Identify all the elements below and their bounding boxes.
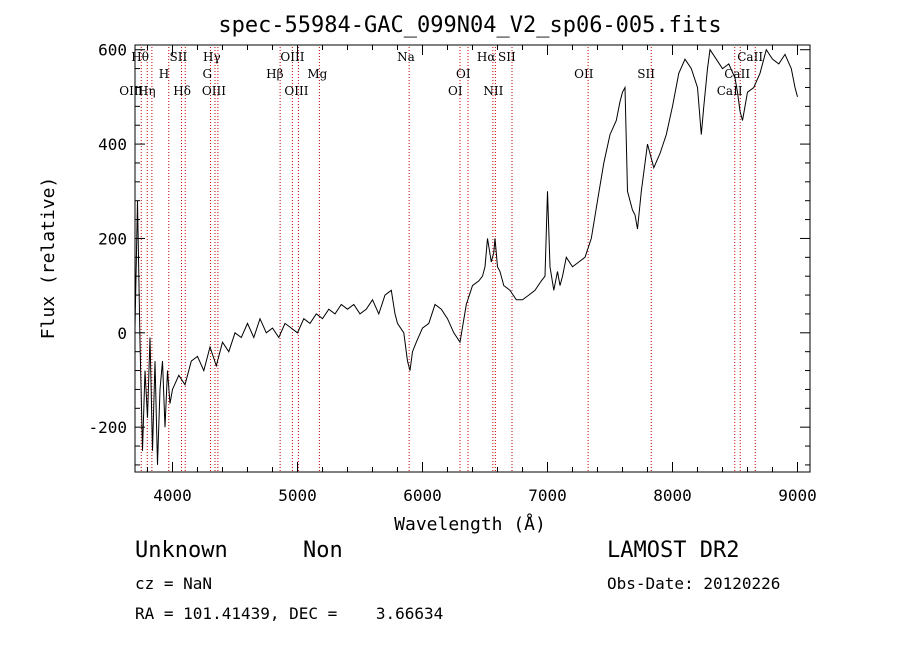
y-tick-label: -200 [88, 418, 127, 437]
line-marker-label: NII [483, 84, 503, 98]
line-markers [140, 47, 756, 472]
line-marker-label: OI [448, 84, 463, 98]
survey-name: LAMOST DR2 [607, 538, 740, 563]
line-marker-label: SII [498, 50, 516, 64]
y-tick-label: 200 [98, 229, 127, 248]
obs-date: Obs-Date: 20120226 [607, 574, 781, 593]
coordinates: RA = 101.41439, DEC = 3.66634 [135, 604, 444, 623]
line-marker-label: H [159, 67, 169, 81]
line-marker-label: OIII [202, 84, 226, 98]
line-marker-label: Hβ [266, 67, 283, 81]
line-marker-label: CaII [717, 84, 743, 98]
line-marker-label: G [203, 67, 213, 81]
y-tick-label: 600 [98, 41, 127, 60]
line-marker-label: Hα [477, 50, 496, 64]
redshift-text: cz = NaN [135, 574, 213, 593]
y-tick-label: 0 [117, 324, 127, 343]
line-marker-label: OI [456, 67, 471, 81]
class-text: Unknown [135, 538, 228, 563]
y-axis-label: Flux (relative) [38, 177, 59, 340]
line-marker-label: Mg [307, 67, 327, 81]
x-axis-ticks: 4000 5000 6000 7000 8000 9000 [147, 45, 817, 505]
y-tick-label: 400 [98, 135, 127, 154]
line-marker-label: OII [574, 67, 594, 81]
x-tick-label: 4000 [153, 486, 192, 505]
line-marker-label: CaII [724, 67, 750, 81]
line-marker-label: Hδ [173, 84, 191, 98]
x-axis-label: Wavelength (Å) [394, 513, 546, 535]
line-marker-label: Hη [138, 84, 156, 98]
x-tick-label: 9000 [778, 486, 817, 505]
line-marker-label: Hθ [131, 50, 149, 64]
line-marker-labels: OIIIHθHηHSIIHδGHγOIIIHβOIIIOIIIMgNaOIOIH… [119, 50, 763, 98]
chart-title: spec-55984-GAC_099N04_V2_sp06-005.fits [218, 13, 721, 38]
plot-frame [134, 44, 811, 473]
line-marker-label: Na [397, 50, 415, 64]
line-marker-label: OIII [280, 50, 304, 64]
x-tick-label: 7000 [528, 486, 567, 505]
subclass-text: Non [303, 538, 343, 563]
x-tick-label: 6000 [403, 486, 442, 505]
line-marker-label: SII [637, 67, 655, 81]
y-axis-ticks: -200 0 200 400 600 [88, 41, 810, 466]
x-tick-label: 8000 [653, 486, 692, 505]
x-tick-label: 5000 [278, 486, 317, 505]
line-marker-label: SII [170, 50, 188, 64]
line-marker-label: Hγ [203, 50, 221, 64]
line-marker-label: OIII [284, 84, 308, 98]
line-marker-label: CaII [737, 50, 763, 64]
spectrum-line [134, 48, 798, 465]
